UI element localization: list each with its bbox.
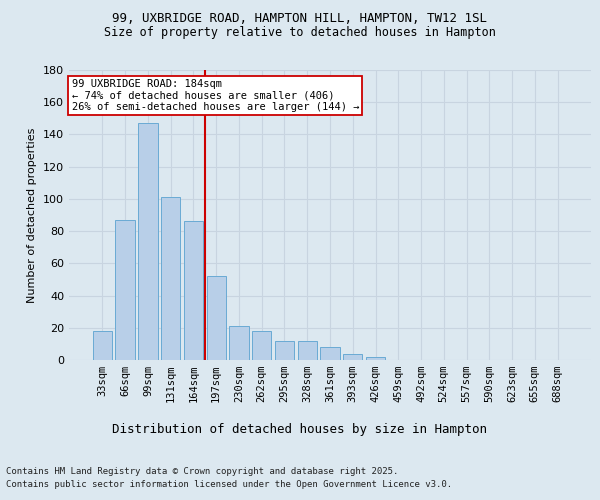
Bar — [93, 331, 112, 360]
Y-axis label: Number of detached properties: Number of detached properties — [28, 128, 37, 302]
Text: Size of property relative to detached houses in Hampton: Size of property relative to detached ho… — [104, 26, 496, 39]
Bar — [161, 198, 181, 360]
Bar — [184, 222, 203, 360]
Bar — [206, 276, 226, 360]
Bar — [229, 326, 248, 360]
Text: 99, UXBRIDGE ROAD, HAMPTON HILL, HAMPTON, TW12 1SL: 99, UXBRIDGE ROAD, HAMPTON HILL, HAMPTON… — [113, 12, 487, 26]
Bar — [275, 340, 294, 360]
Text: Contains HM Land Registry data © Crown copyright and database right 2025.: Contains HM Land Registry data © Crown c… — [6, 468, 398, 476]
Bar — [252, 331, 271, 360]
Text: Distribution of detached houses by size in Hampton: Distribution of detached houses by size … — [113, 422, 487, 436]
Bar — [138, 123, 158, 360]
Bar — [343, 354, 362, 360]
Text: 99 UXBRIDGE ROAD: 184sqm
← 74% of detached houses are smaller (406)
26% of semi-: 99 UXBRIDGE ROAD: 184sqm ← 74% of detach… — [71, 78, 359, 112]
Bar — [320, 347, 340, 360]
Bar — [366, 357, 385, 360]
Text: Contains public sector information licensed under the Open Government Licence v3: Contains public sector information licen… — [6, 480, 452, 489]
Bar — [298, 340, 317, 360]
Bar — [115, 220, 135, 360]
